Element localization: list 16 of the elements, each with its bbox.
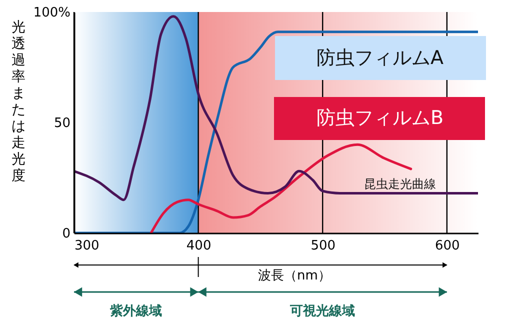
series-label: 防虫フィルムA bbox=[316, 47, 444, 69]
x-tick-label: 600 bbox=[435, 238, 460, 254]
text: 光透過率または走光度 bbox=[12, 20, 26, 184]
text: 可視光線域 bbox=[289, 303, 356, 319]
text: 紫外線域 bbox=[109, 303, 162, 319]
x-tick-label: 400 bbox=[186, 238, 212, 254]
line-series bbox=[150, 143, 412, 233]
series-label: 防虫フィルムB bbox=[316, 107, 444, 129]
y-tick-label: 0 bbox=[62, 226, 70, 242]
y-tick-label: 100% bbox=[33, 6, 70, 20]
series-label: 昆虫走光曲線 bbox=[364, 177, 436, 191]
x-tick-label: 300 bbox=[74, 238, 100, 254]
x-tick-label: 500 bbox=[310, 238, 336, 254]
line-series bbox=[74, 15, 478, 202]
x-axis-title: 波長（nm） bbox=[258, 268, 331, 284]
y-tick-label: 50 bbox=[54, 116, 70, 131]
